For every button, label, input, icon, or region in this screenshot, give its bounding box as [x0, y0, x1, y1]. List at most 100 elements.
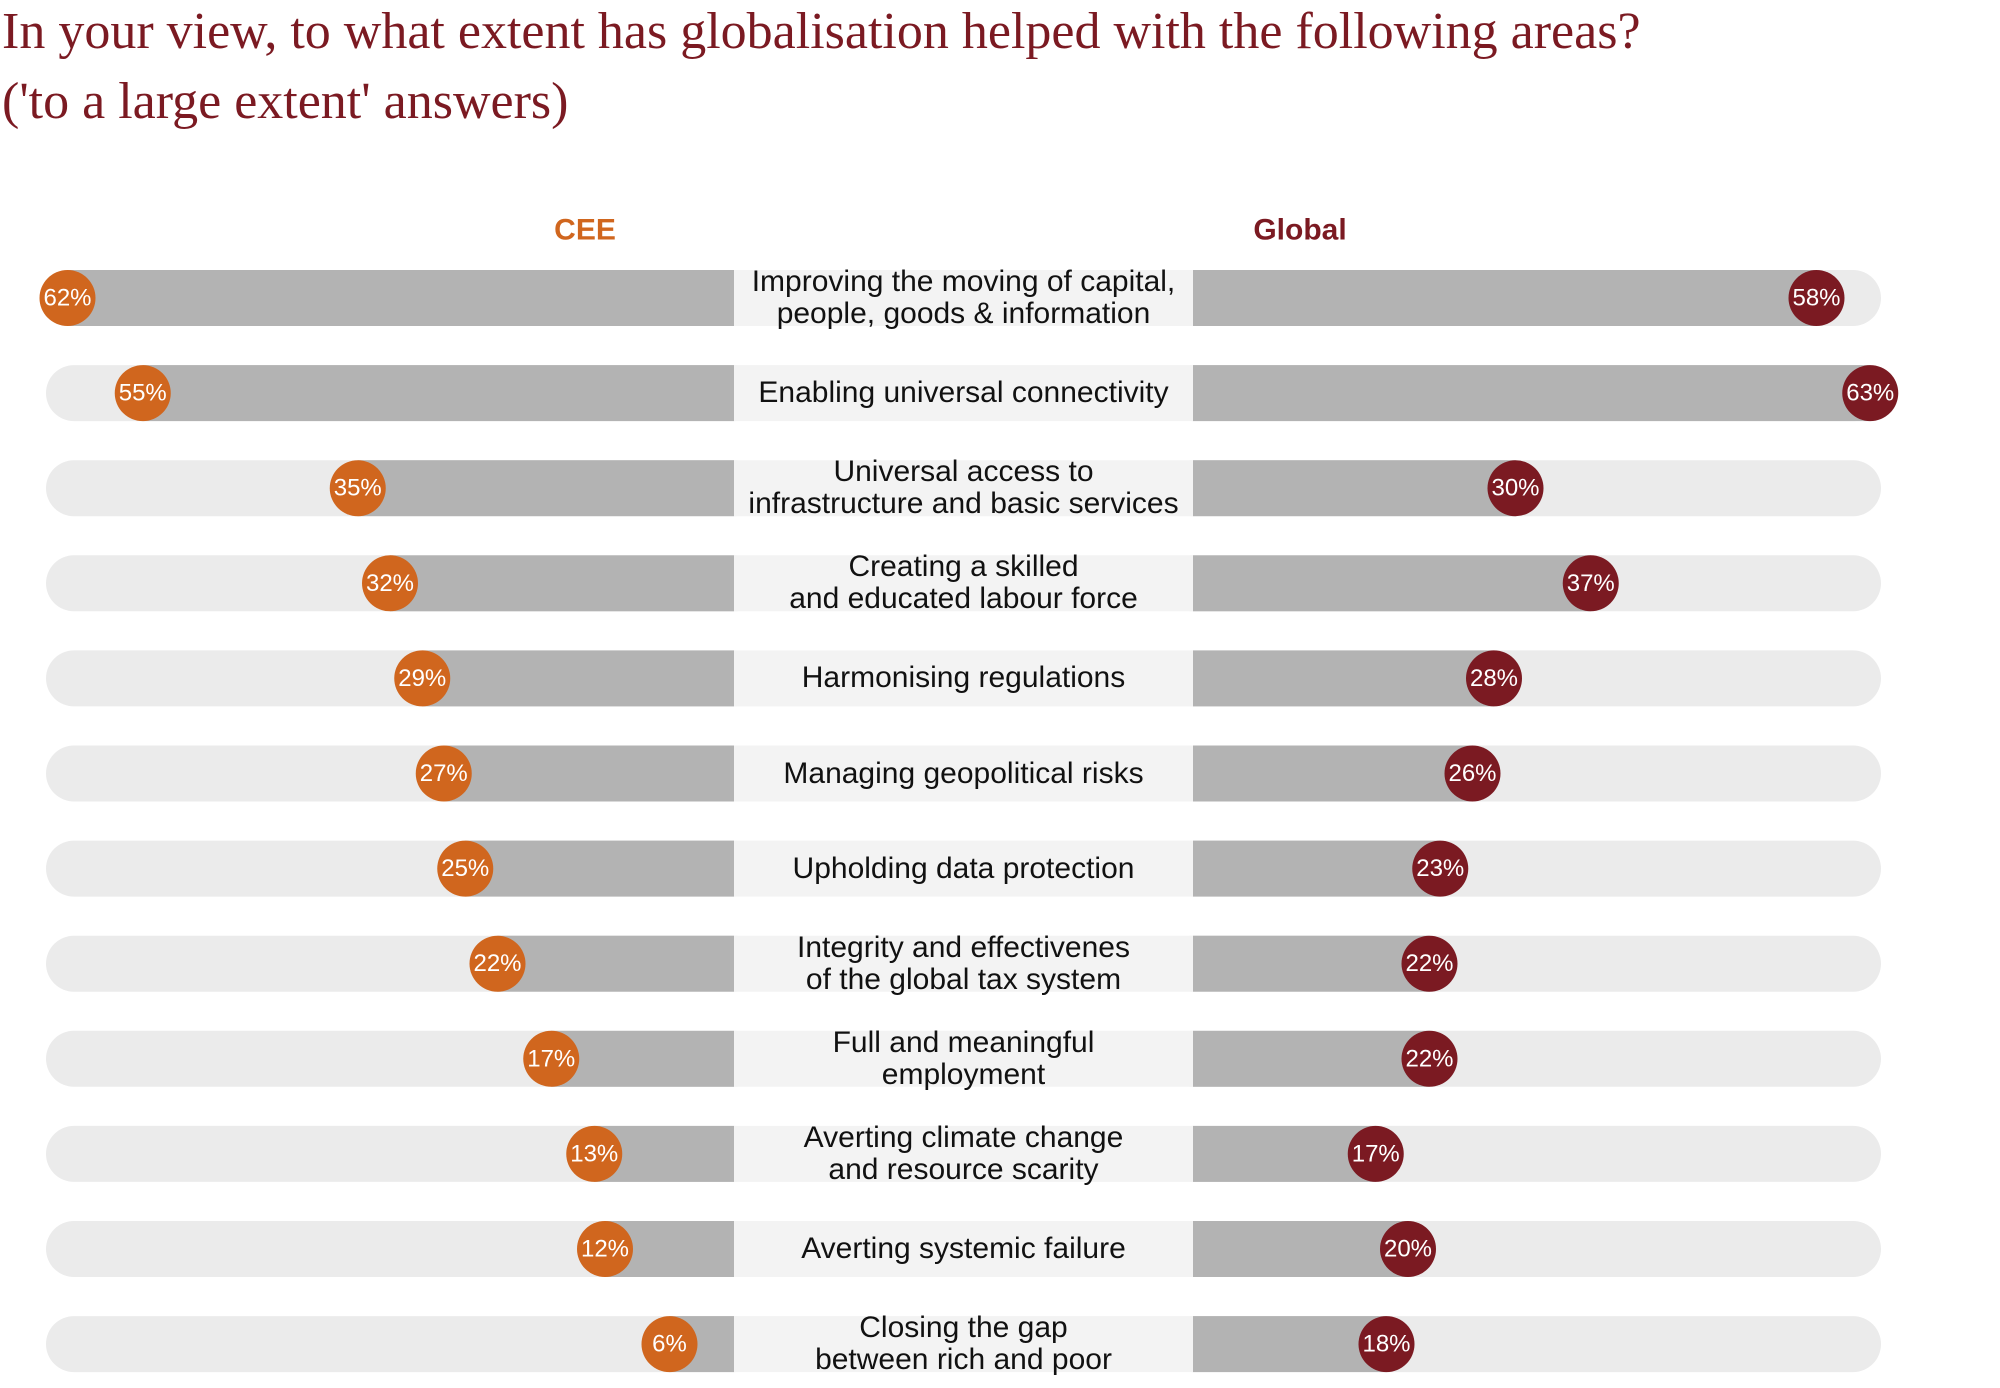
value-dot — [1444, 745, 1501, 802]
value-label: 62% — [43, 285, 91, 312]
value-label: 22% — [1405, 950, 1453, 977]
bar — [357, 460, 734, 517]
value-dot — [523, 1030, 580, 1087]
label-background — [734, 935, 1193, 992]
bar — [1193, 1316, 1387, 1373]
value-label: 35% — [334, 475, 382, 502]
bar — [497, 935, 734, 992]
category-label: Integrity and effectivenes of the global… — [797, 930, 1130, 996]
label-background — [734, 1125, 1193, 1182]
label-background — [734, 460, 1193, 517]
bar — [1193, 650, 1494, 707]
label-background — [734, 1316, 1193, 1373]
value-dot — [1487, 460, 1544, 517]
chart-title: In your view, to what extent has globali… — [2, 3, 1641, 60]
value-dot — [1358, 1316, 1415, 1373]
value-dot — [1401, 935, 1458, 992]
value-label: 6% — [652, 1331, 687, 1358]
value-dot — [1466, 650, 1522, 707]
bar — [1193, 1030, 1430, 1087]
bar — [1193, 1221, 1408, 1277]
value-label: 17% — [1352, 1140, 1400, 1167]
value-dot — [641, 1316, 698, 1373]
bar — [1193, 935, 1430, 992]
value-dot — [1412, 840, 1469, 897]
value-label: 27% — [420, 760, 468, 787]
value-label: 63% — [1846, 380, 1894, 407]
value-label: 55% — [119, 380, 167, 407]
value-label: 32% — [366, 570, 414, 597]
bar — [1193, 270, 1817, 326]
value-label: 58% — [1792, 285, 1840, 312]
value-dot — [566, 1125, 623, 1182]
value-dot — [329, 460, 386, 517]
bar — [422, 650, 734, 707]
value-label: 12% — [581, 1236, 629, 1263]
legend-label: Global — [1253, 214, 1346, 247]
label-background — [734, 745, 1193, 802]
value-dot — [1380, 1221, 1436, 1277]
value-label: 18% — [1362, 1331, 1410, 1358]
value-label: 13% — [570, 1140, 618, 1167]
value-dot — [469, 935, 526, 992]
value-label: 37% — [1567, 570, 1615, 597]
bar — [1193, 555, 1591, 612]
value-label: 17% — [527, 1045, 575, 1072]
value-label: 25% — [441, 855, 489, 882]
category-label: Managing geopolitical risks — [783, 756, 1144, 790]
value-label: 30% — [1491, 475, 1539, 502]
label-background — [734, 1030, 1193, 1087]
legend-label: CEE — [554, 214, 616, 247]
bar — [1193, 745, 1473, 802]
bar — [443, 745, 734, 802]
label-background — [734, 365, 1193, 422]
bar — [551, 1030, 734, 1087]
category-label: Improving the moving of capital, people,… — [751, 265, 1176, 330]
category-label: Closing the gap between rich and poor — [815, 1311, 1112, 1377]
bar — [142, 365, 734, 422]
category-label: Universal access to infrastructure and b… — [748, 455, 1179, 521]
category-label: Averting systemic failure — [801, 1232, 1126, 1265]
chart-subtitle: ('to a large extent' answers) — [2, 73, 569, 130]
value-dot — [1788, 270, 1845, 326]
bar — [1193, 840, 1441, 897]
value-label: 22% — [473, 950, 521, 977]
value-dot — [1562, 555, 1619, 612]
value-dot — [1842, 365, 1899, 422]
label-background — [734, 650, 1193, 707]
label-background — [734, 270, 1193, 326]
value-dot — [394, 650, 451, 707]
category-label: Enabling universal connectivity — [758, 376, 1169, 410]
category-label: Averting climate change and resource sca… — [803, 1120, 1124, 1186]
value-dot — [114, 365, 171, 422]
bar — [1193, 460, 1516, 517]
label-background — [734, 555, 1193, 612]
value-dot — [1347, 1125, 1404, 1182]
value-dot — [39, 270, 96, 326]
bar — [465, 840, 734, 897]
bar — [67, 270, 734, 326]
bar — [390, 555, 734, 612]
value-dot — [362, 555, 418, 612]
value-label: 29% — [398, 665, 446, 692]
category-label: Upholding data protection — [792, 851, 1135, 885]
label-background — [734, 840, 1193, 897]
bar — [1193, 1125, 1376, 1182]
value-label: 28% — [1470, 665, 1518, 692]
category-label: Creating a skilled and educated labour f… — [789, 550, 1138, 616]
category-label: Harmonising regulations — [801, 661, 1126, 695]
category-label: Full and meaningful employment — [832, 1025, 1095, 1091]
value-label: 26% — [1448, 760, 1496, 787]
bar — [1193, 365, 1871, 422]
value-label: 23% — [1416, 855, 1464, 882]
value-dot — [437, 840, 494, 897]
label-background — [734, 1221, 1193, 1277]
value-dot — [415, 745, 472, 802]
track — [46, 1316, 762, 1373]
value-dot — [1401, 1030, 1458, 1087]
value-label: 22% — [1405, 1045, 1453, 1072]
value-dot — [577, 1221, 633, 1277]
value-label: 20% — [1384, 1236, 1432, 1263]
